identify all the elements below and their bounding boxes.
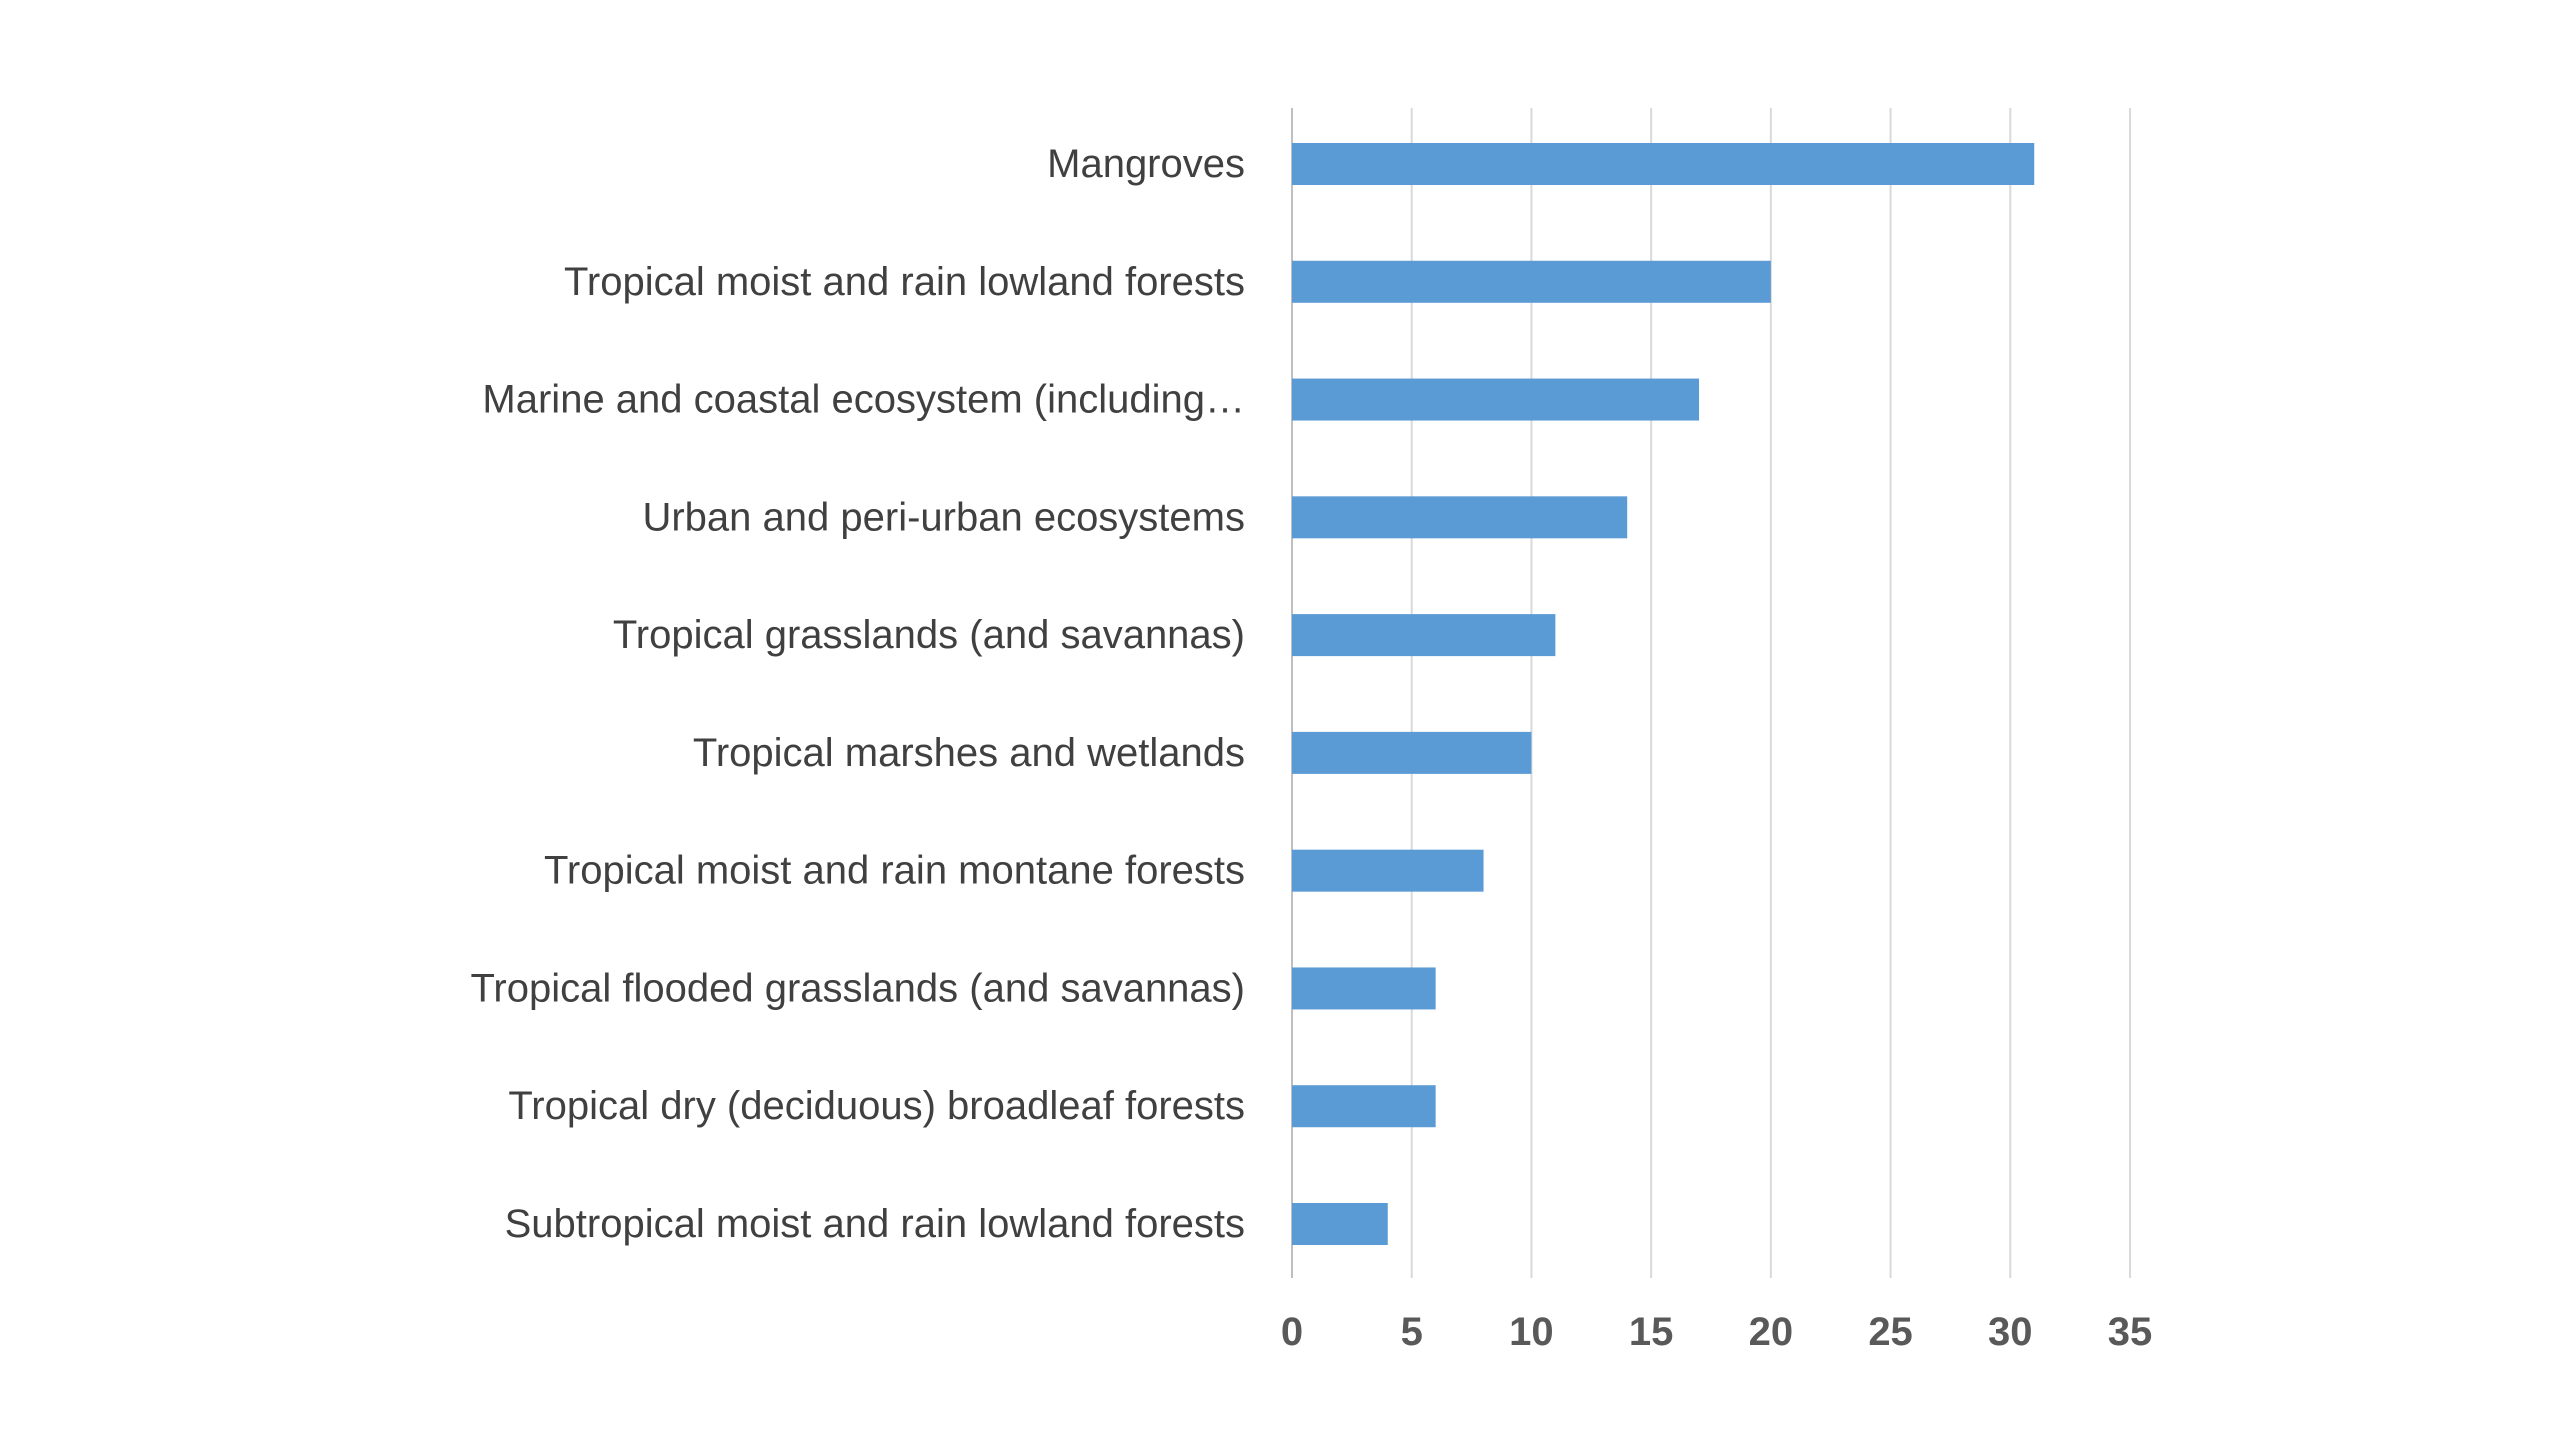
bar	[1292, 143, 2035, 185]
bar	[1292, 614, 1556, 657]
category-label: Mangroves	[1047, 142, 1245, 186]
category-label: Tropical marshes and wetlands	[693, 731, 1245, 775]
x-tick-label: 30	[1988, 1310, 2033, 1354]
bar	[1292, 260, 1771, 303]
x-tick-label: 0	[1281, 1310, 1303, 1354]
bar	[1292, 967, 1436, 1010]
gridlines	[1291, 108, 2131, 1278]
category-label: Tropical moist and rain montane forests	[544, 849, 1245, 893]
bar	[1292, 496, 1628, 539]
x-tick-label: 25	[1868, 1310, 1913, 1354]
x-tick-label: 20	[1749, 1310, 1794, 1354]
category-label: Subtropical moist and rain lowland fores…	[505, 1202, 1245, 1246]
x-tick-label: 10	[1509, 1310, 1554, 1354]
x-tick-label: 35	[2108, 1310, 2153, 1354]
bar	[1292, 849, 1484, 892]
x-tick-label: 5	[1401, 1310, 1423, 1354]
x-tick-label: 15	[1629, 1310, 1674, 1354]
category-label: Tropical grasslands (and savannas)	[613, 613, 1245, 657]
category-label: Tropical moist and rain lowland forests	[564, 260, 1245, 304]
category-label: Tropical flooded grasslands (and savanna…	[470, 966, 1245, 1010]
bar	[1292, 731, 1532, 774]
bar	[1292, 1085, 1436, 1128]
category-labels: Mangroves Tropical moist and rain lowland…	[470, 142, 1245, 1246]
bar	[1292, 1203, 1388, 1245]
category-label: Urban and peri-urban ecosystems	[642, 495, 1245, 539]
bar	[1292, 378, 1700, 421]
bars	[1292, 143, 2035, 1245]
x-axis-tick-labels: 0 5 10 15 20 25 30 35	[1281, 1310, 2152, 1354]
category-label: Tropical dry (deciduous) broadleaf fores…	[508, 1084, 1245, 1128]
category-label: Marine and coastal ecosystem (including…	[482, 378, 1245, 422]
